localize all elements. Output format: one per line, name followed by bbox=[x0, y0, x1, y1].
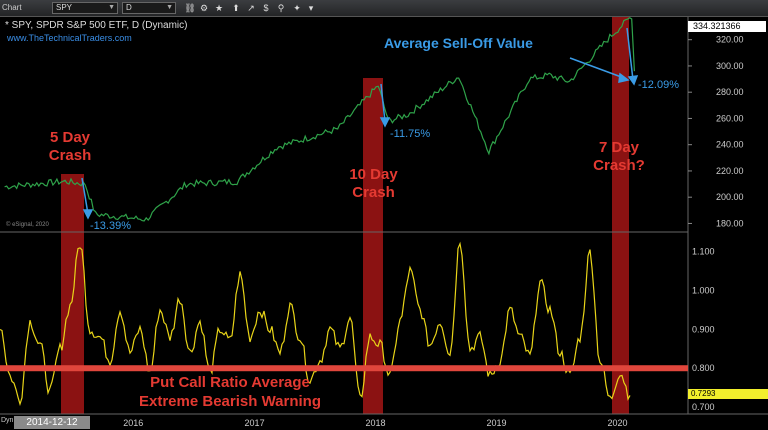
link-icon[interactable]: ⛓ bbox=[184, 3, 196, 13]
price-tick-label: 180.00 bbox=[716, 218, 744, 228]
interval-select[interactable]: D ▼ bbox=[122, 2, 176, 14]
pcr-tick-label: 0.800 bbox=[692, 363, 715, 373]
chart-canvas: 180.00 200.00 220.00 240.00 260.00 280.00 300.… bbox=[0, 17, 768, 428]
watermark: © eSignal, 2020 bbox=[6, 222, 49, 228]
arrow-2015 bbox=[81, 177, 89, 215]
pcr-label-line2: Extreme Bearish Warning bbox=[139, 393, 321, 410]
sell-off-label: Average Sell-Off Value bbox=[384, 35, 533, 51]
bird-icon[interactable]: ✦ bbox=[293, 3, 301, 13]
chart-tab-label: Chart bbox=[2, 3, 22, 12]
chevron-down-icon: ▼ bbox=[166, 4, 173, 11]
star-icon[interactable]: ★ bbox=[214, 3, 224, 13]
pcr-last-tag: 0.7293 bbox=[688, 389, 768, 399]
pct-label-2015: -13.39% bbox=[90, 220, 131, 232]
arrowhead-icon bbox=[618, 72, 630, 83]
crash5-label: 5 Day Crash bbox=[48, 129, 92, 164]
price-axis: 180.00 200.00 220.00 240.00 260.00 280.00 300.… bbox=[688, 35, 744, 228]
symbol-input[interactable]: SPY ▼ bbox=[52, 2, 118, 14]
price-tick-label: 260.00 bbox=[716, 113, 744, 123]
chevron-down-icon: ▼ bbox=[108, 4, 115, 11]
arrowhead-icon bbox=[82, 209, 94, 220]
pcr-tick-label: 0.700 bbox=[692, 402, 715, 412]
dollar-icon[interactable]: $ bbox=[263, 3, 269, 13]
dyn-label: Dyn bbox=[1, 417, 14, 424]
crash7-label: 7 Day Crash? bbox=[593, 139, 645, 174]
last-price-tag: 334.321366 bbox=[688, 21, 766, 32]
arrowhead-icon bbox=[379, 117, 391, 128]
symbol-value: SPY bbox=[56, 3, 73, 12]
crash-highlight-2018 bbox=[363, 78, 383, 414]
price-tick-label: 200.00 bbox=[716, 192, 744, 202]
time-tick-label: 2020 bbox=[607, 418, 627, 428]
pcr-tick-label: 1.000 bbox=[692, 285, 715, 295]
pcr-tick-label: 0.900 bbox=[692, 324, 715, 334]
pct-label-2018: -11.75% bbox=[390, 128, 431, 140]
time-tick-label: 2017 bbox=[245, 418, 265, 428]
pcr-tick-label: 1.100 bbox=[692, 247, 715, 257]
chart-title: * SPY, SPDR S&P 500 ETF, D (Dynamic) bbox=[5, 20, 188, 31]
pct-label-2020: -12.09% bbox=[638, 79, 679, 91]
price-tick-label: 240.00 bbox=[716, 140, 744, 150]
crash-highlight-2020 bbox=[612, 17, 629, 414]
pcr-axis: 0.700 0.800 0.900 1.000 1.100 bbox=[692, 247, 715, 413]
date-readout: 2014-12-12 bbox=[14, 416, 90, 429]
arrow-sell-off-label bbox=[569, 57, 625, 79]
settings-icon[interactable]: ⚙ bbox=[199, 3, 209, 13]
website-label[interactable]: www.TheTechnicalTraders.com bbox=[7, 33, 132, 43]
pcr-reference-line bbox=[0, 365, 688, 372]
magnifier-icon[interactable]: ⚲ bbox=[277, 3, 285, 13]
time-tick-label: 2019 bbox=[487, 418, 507, 428]
arrow-2018 bbox=[380, 83, 386, 123]
pcr-series bbox=[0, 241, 631, 407]
time-tick-label: 2018 bbox=[366, 418, 386, 428]
price-tick-label: 300.00 bbox=[716, 61, 744, 71]
chart-tab[interactable]: Chart bbox=[2, 1, 42, 15]
pcr-label-line1: Put Call Ratio Average bbox=[150, 374, 310, 391]
interval-value: D bbox=[126, 3, 132, 12]
arrow-up-icon[interactable]: ⬆ bbox=[232, 3, 240, 13]
price-series bbox=[4, 17, 635, 222]
more-icon[interactable]: ▾ bbox=[308, 3, 314, 13]
arrow-2020 bbox=[626, 27, 634, 81]
price-tick-label: 220.00 bbox=[716, 166, 744, 176]
share-icon[interactable]: ↗ bbox=[247, 3, 255, 13]
crash10-label: 10 Day Crash bbox=[349, 166, 398, 201]
time-tick-label: 2016 bbox=[123, 418, 143, 428]
arrowhead-icon bbox=[627, 75, 639, 86]
price-tick-label: 320.00 bbox=[716, 35, 744, 45]
toolbar: Chart SPY ▼ D ▼ ⛓ ⚙ ★ ⬆ ↗ $ ⚲ ✦ ▾ bbox=[0, 0, 768, 17]
time-axis: 2016 2017 2018 2019 2020 bbox=[123, 418, 627, 428]
price-tick-label: 280.00 bbox=[716, 87, 744, 97]
